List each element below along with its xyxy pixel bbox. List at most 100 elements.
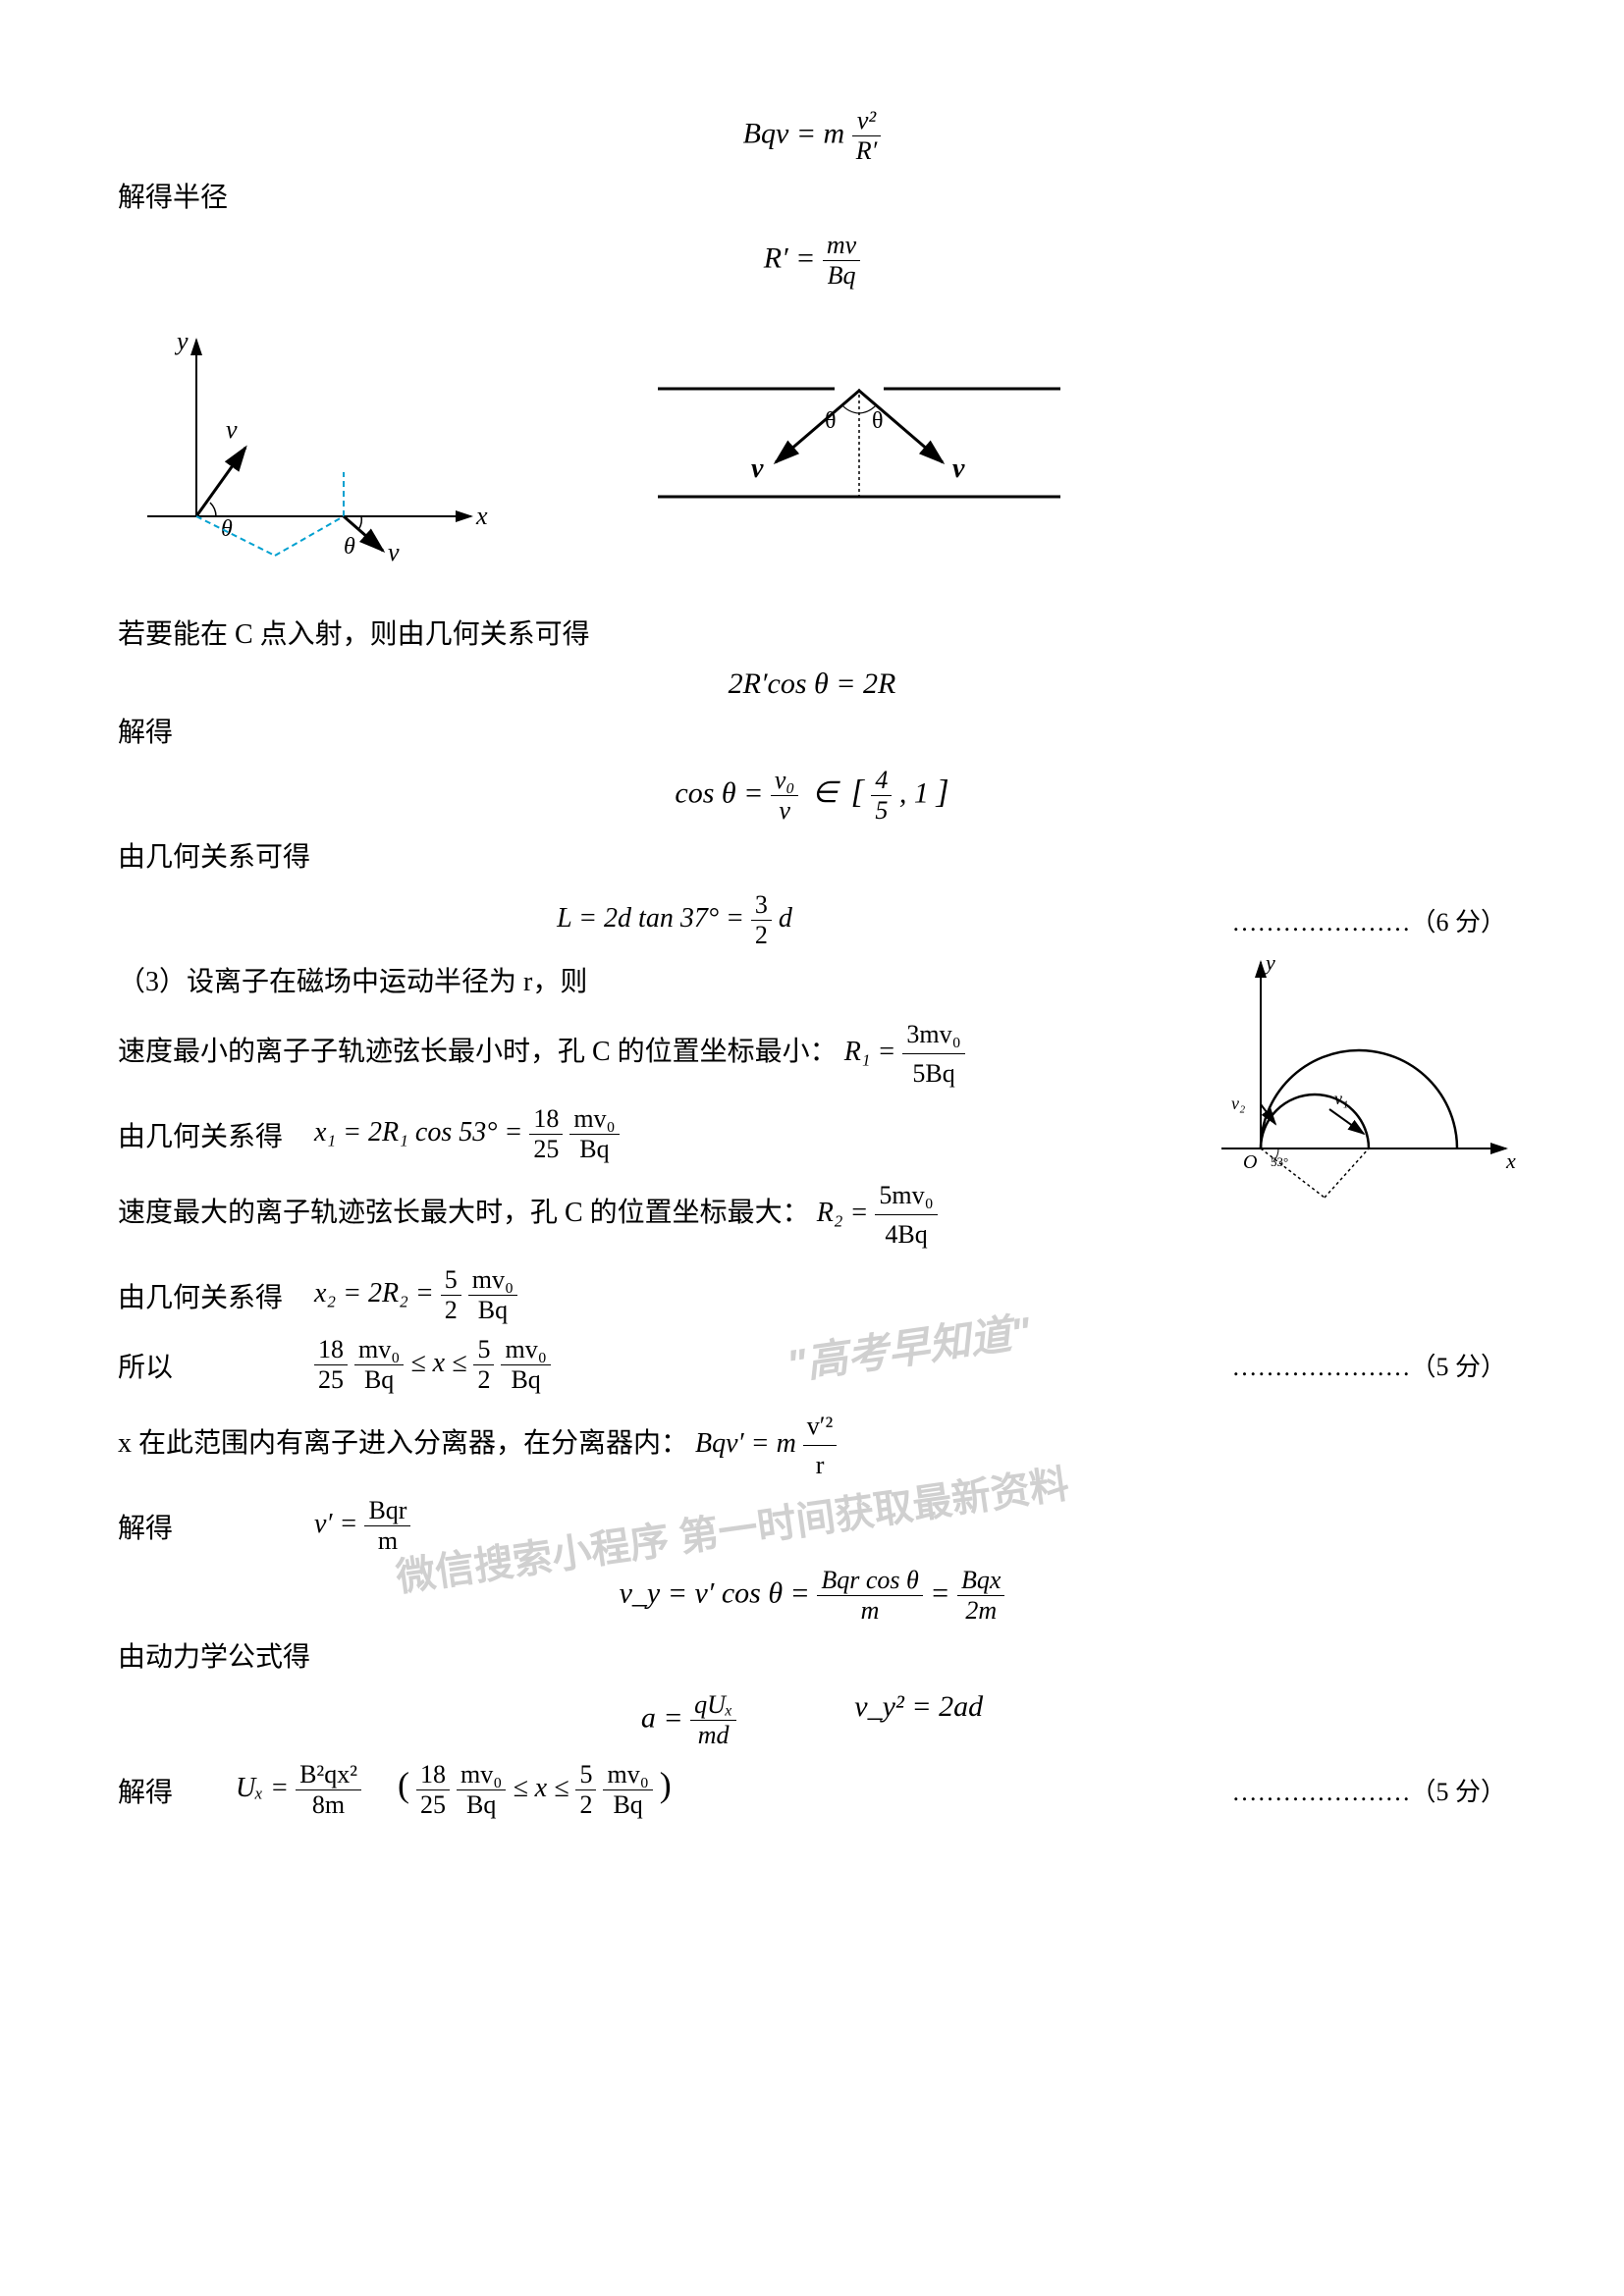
diagram-axes: y x v θ v θ [118, 320, 511, 575]
numerator: 18 [416, 1760, 450, 1790]
eq-text: R₁ = [844, 1037, 896, 1067]
fraction: mv₀ Bq [603, 1760, 652, 1820]
fraction: 5 2 [441, 1265, 461, 1325]
v-label-2: v [388, 538, 400, 566]
denominator: 2 [441, 1296, 461, 1325]
theta-label: θ [221, 516, 233, 542]
numerator: mv₀ [603, 1760, 652, 1790]
denominator: 2 [751, 921, 772, 950]
fraction: 18 25 [314, 1335, 348, 1395]
denominator: 2m [957, 1596, 1004, 1626]
fraction: 5 2 [575, 1760, 596, 1820]
eq-text: R′ = [764, 241, 816, 274]
v-left: v [751, 454, 764, 484]
fraction: 18 25 [529, 1104, 563, 1164]
denominator: Bq [501, 1365, 550, 1395]
label: 解得 [118, 1771, 236, 1810]
line-vprime: 解得 v′ = Bqr m [118, 1496, 1506, 1556]
equation-a-vy2: a = qUₓ md v_y² = 2ad [118, 1690, 1506, 1750]
equation-costheta: cos θ = v₀ v ∈ [ 4 5 , 1 ] "高考早知道" [118, 766, 1506, 826]
score-marker: …………………（5 分） [1231, 1347, 1506, 1383]
denominator: Bq [457, 1790, 506, 1820]
diagrams-row: y x v θ v θ [118, 320, 1506, 575]
denominator: 5Bq [902, 1054, 964, 1093]
numerator: mv₀ [468, 1265, 517, 1296]
denominator: 25 [416, 1790, 450, 1820]
denominator: Bq [569, 1135, 619, 1164]
numerator: 5 [575, 1760, 596, 1790]
fraction: 5 2 [473, 1335, 494, 1395]
numerator: 5mv₀ [875, 1176, 937, 1215]
v1-label: v₁ [1334, 1089, 1348, 1108]
eq-text: R₂ = [817, 1198, 869, 1228]
numerator: 3mv₀ [902, 1015, 964, 1054]
line-separator-text: x 在此范围内有离子进入分离器，在分离器内： Bqv′ = m v′² r [118, 1407, 1506, 1484]
x-label: x [1505, 1148, 1516, 1173]
text-line: 解得半径 [118, 178, 1506, 219]
fraction: mv Bq [823, 231, 860, 291]
eq-text: 2R′cos θ = 2R [729, 667, 896, 700]
numerator: 3 [751, 890, 772, 921]
fraction: Bqx 2m [957, 1566, 1004, 1626]
denominator: 8m [296, 1790, 361, 1820]
denominator: 25 [314, 1365, 348, 1395]
denominator: 2 [473, 1365, 494, 1395]
fraction: mv₀ Bq [501, 1335, 550, 1395]
fraction: mv₀ Bq [354, 1335, 404, 1395]
numerator: qUₓ [690, 1690, 736, 1721]
v2-label: v₂ [1231, 1094, 1245, 1113]
page: Bqv = m v² R′ 解得半径 R′ = mv Bq y x [0, 0, 1624, 1908]
denominator: md [690, 1721, 736, 1750]
line-ux: 解得 Uₓ = B²qx² 8m ( 18 25 mv₀ Bq ≤ x ≤ 5 … [118, 1760, 1506, 1820]
denominator: r [803, 1446, 837, 1484]
line-range-x: 所以 18 25 mv₀ Bq ≤ x ≤ 5 2 mv₀ Bq …………………… [118, 1335, 1506, 1395]
text-line: 由动力学公式得 [118, 1637, 1506, 1679]
numerator: 18 [529, 1104, 563, 1135]
fraction: 3 2 [751, 890, 772, 950]
equation-2rcos: 2R′cos θ = 2R [118, 667, 1506, 701]
part-3-block: y x O v₁ v₂ 53° （3）设离子在磁场中运动半径为 r，则 速度最小… [118, 962, 1506, 1254]
eq-text: v_y² = 2ad [854, 1690, 983, 1750]
fraction: mv₀ Bq [569, 1104, 619, 1164]
equation-vy: v_y = v′ cos θ = Bqr cos θ m = Bqx 2m [118, 1566, 1506, 1626]
numerator: v′² [803, 1407, 837, 1446]
line-x2: 由几何关系得 x₂ = 2R₂ = 5 2 mv₀ Bq [118, 1265, 1506, 1325]
x-axis-label: x [475, 502, 488, 530]
text-line: 由几何关系可得 [118, 837, 1506, 879]
fraction: Bqr m [364, 1496, 410, 1556]
fraction: 18 25 [416, 1760, 450, 1820]
fraction: B²qx² 8m [296, 1760, 361, 1820]
numerator: Bqr cos θ [817, 1566, 922, 1596]
fraction: 3mv₀ 5Bq [902, 1015, 964, 1093]
denominator: 25 [529, 1135, 563, 1164]
in-symbol: ∈ [812, 776, 838, 809]
eq-text: cos θ = [675, 776, 763, 809]
eq-text: ≤ x ≤ [410, 1348, 473, 1378]
numerator: 5 [473, 1335, 494, 1365]
denominator: Bq [823, 261, 860, 291]
fraction: v′² r [803, 1407, 837, 1484]
equation-bqv: Bqv = m v² R′ [118, 106, 1506, 166]
label: 由几何关系得 [118, 1115, 314, 1154]
numerator: v² [852, 106, 882, 136]
o-label: O [1243, 1151, 1257, 1173]
eq-text: x₂ = 2R₂ = [314, 1278, 434, 1308]
numerator: mv₀ [569, 1104, 619, 1135]
eq-text: L = 2d tan 37° = [557, 903, 744, 934]
fraction: 5mv₀ 4Bq [875, 1176, 937, 1254]
numerator: 18 [314, 1335, 348, 1365]
numerator: Bqx [957, 1566, 1004, 1596]
fraction: v₀ v [771, 766, 799, 826]
numerator: Bqr [364, 1496, 410, 1526]
numerator: v₀ [771, 766, 799, 796]
eq-text: Bqv = m [743, 117, 845, 149]
angle-label: 53° [1271, 1154, 1288, 1169]
eq-text: ≤ x ≤ [513, 1773, 575, 1803]
denominator: Bq [468, 1296, 517, 1325]
y-label: y [1264, 952, 1275, 975]
theta-label-2: θ [344, 534, 355, 560]
numerator: mv₀ [457, 1760, 506, 1790]
denominator: 2 [575, 1790, 596, 1820]
denominator: Bq [603, 1790, 652, 1820]
text: 速度最大的离子轨迹弦长最大时，孔 C 的位置坐标最大： [118, 1198, 810, 1228]
